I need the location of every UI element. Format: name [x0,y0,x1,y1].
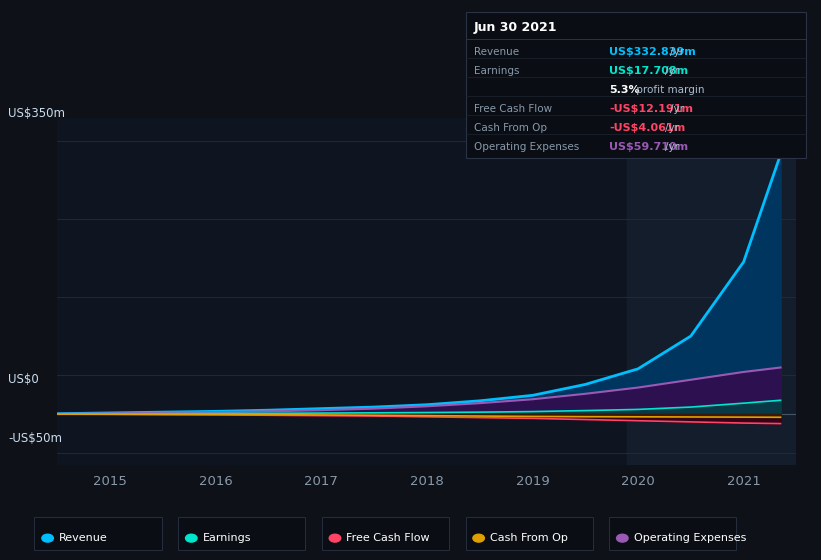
Text: US$17.708m: US$17.708m [609,66,688,76]
Text: -US$12.191m: -US$12.191m [609,104,693,114]
Text: /yr: /yr [665,123,679,133]
Text: /yr: /yr [671,104,685,114]
Text: Free Cash Flow: Free Cash Flow [474,104,552,114]
Text: profit margin: profit margin [633,85,704,95]
Text: US$0: US$0 [8,374,39,386]
Text: /yr: /yr [665,66,679,76]
Text: Earnings: Earnings [203,533,251,543]
Bar [627,118,796,465]
Text: US$59.710m: US$59.710m [609,142,688,152]
Text: /yr: /yr [665,142,679,152]
Text: -US$4.061m: -US$4.061m [609,123,686,133]
Text: Free Cash Flow: Free Cash Flow [346,533,430,543]
Text: Cash From Op: Cash From Op [490,533,568,543]
Text: US$332.839m: US$332.839m [609,46,696,57]
Text: Earnings: Earnings [474,66,519,76]
Text: Revenue: Revenue [474,46,519,57]
Text: Revenue: Revenue [59,533,108,543]
Text: Jun 30 2021: Jun 30 2021 [474,21,557,35]
Text: /yr: /yr [671,46,685,57]
Text: Operating Expenses: Operating Expenses [634,533,746,543]
Text: US$350m: US$350m [8,108,65,120]
Text: 5.3%: 5.3% [609,85,640,95]
Text: Operating Expenses: Operating Expenses [474,142,579,152]
Text: -US$50m: -US$50m [8,432,62,445]
Text: Cash From Op: Cash From Op [474,123,547,133]
